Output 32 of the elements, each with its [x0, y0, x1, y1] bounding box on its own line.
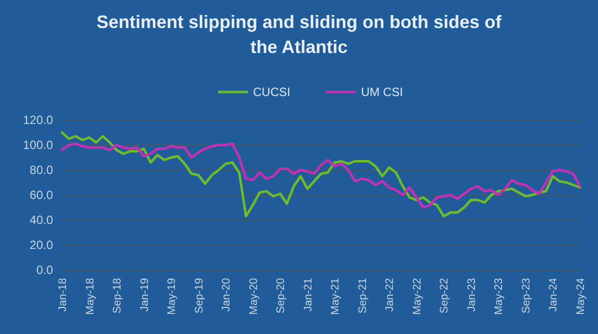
chart-title: Sentiment slipping and sliding on both sides of the Atlantic: [96, 12, 503, 57]
legend-label: CUCSI: [253, 85, 290, 99]
y-tick-label: 40.0: [30, 213, 54, 227]
x-tick-label: Sep-22: [438, 278, 451, 314]
x-tick-label: Jan-19: [138, 278, 151, 312]
y-tick-label: 60.0: [30, 188, 54, 202]
legend-label: UM CSI: [361, 85, 403, 99]
x-tick-label: May-18: [84, 278, 96, 315]
y-tick-label: 0.0: [36, 263, 54, 277]
y-tick-label: 20.0: [30, 238, 54, 252]
x-tick-label: May-19: [166, 278, 178, 315]
x-tick-label: Sep-23: [520, 278, 532, 314]
x-tick-label: Jan-22: [384, 278, 396, 312]
y-tick-label: 100.0: [22, 138, 54, 152]
x-tick-label: Sep-20: [275, 278, 288, 314]
x-tick-label: May-20: [248, 278, 260, 315]
x-tick-label: Jan-20: [220, 278, 233, 312]
x-tick-label: Jan-21: [302, 278, 314, 312]
y-tick-label: 120.0: [22, 113, 54, 127]
x-tick-label: May-21: [330, 278, 342, 315]
x-tick-label: Sep-19: [193, 278, 206, 314]
x-tick-label: Jan-23: [466, 278, 478, 312]
x-tick-label: Jan-18: [57, 278, 69, 312]
x-tick-label: Sep-21: [356, 278, 369, 314]
x-tick-label: Sep-18: [112, 278, 124, 314]
x-tick-label: Jan-24: [548, 278, 560, 312]
y-tick-label: 80.0: [30, 163, 54, 177]
x-tick-label: May-23: [493, 278, 506, 315]
line-series: [60, 131, 582, 218]
line-series: [60, 142, 582, 209]
x-tick-label: May-24: [575, 278, 587, 315]
x-tick-label: May-22: [411, 278, 424, 315]
